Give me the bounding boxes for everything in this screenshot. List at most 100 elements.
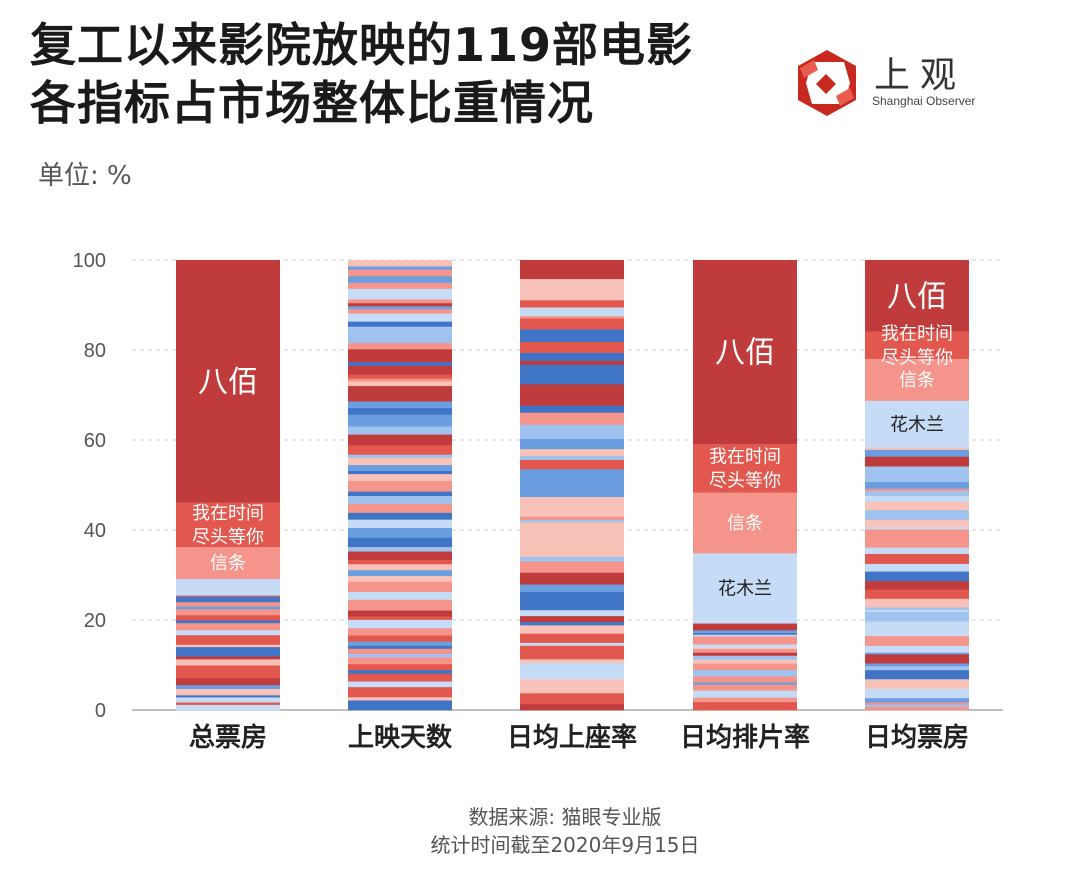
chart-title: 复工以来影院放映的119部电影 各指标占市场整体比重情况 — [30, 16, 693, 132]
bar-segment — [865, 571, 969, 582]
bar-segment — [176, 578, 280, 596]
bar-segment — [520, 455, 624, 460]
data-label: 花木兰 — [718, 579, 772, 600]
bar-segment — [865, 659, 969, 664]
x-tick-label: 日均票房 — [865, 723, 969, 753]
bar-segment — [348, 354, 452, 363]
bar-segment — [348, 365, 452, 375]
bar-segment — [520, 703, 624, 711]
bar-segment — [520, 678, 624, 694]
bar-segment — [865, 358, 969, 401]
bar-segment — [865, 400, 969, 448]
bar-segment — [520, 299, 624, 308]
data-label: 八佰 — [198, 365, 258, 400]
bar-segment — [348, 348, 452, 355]
bar-segment — [348, 342, 452, 350]
bar-segment — [520, 459, 624, 470]
bar-stack — [693, 260, 797, 711]
bar-segment — [520, 552, 624, 557]
bar-segment — [348, 641, 452, 646]
bar-segment — [176, 634, 280, 645]
bar-segment — [348, 378, 452, 382]
bar-segment — [865, 580, 969, 590]
bar-segment — [865, 495, 969, 502]
bar-segment — [865, 609, 969, 612]
y-tick-label: 80 — [84, 340, 106, 362]
bar-segment — [520, 424, 624, 440]
bar-segment — [348, 321, 452, 327]
bar-segment — [693, 647, 797, 650]
bar-segment — [520, 329, 624, 342]
bar-segment — [176, 260, 280, 503]
bar-segment — [865, 611, 969, 622]
bar-segment — [865, 704, 969, 707]
bar-segment — [348, 381, 452, 387]
bar-segment — [348, 332, 452, 344]
bar-segment — [176, 702, 280, 705]
bar-segment — [348, 326, 452, 333]
bar-segment — [693, 690, 797, 698]
bar-segment — [520, 642, 624, 646]
bar-segment — [176, 646, 280, 657]
bar-segment — [348, 696, 452, 701]
data-label: 我在时间 — [192, 503, 264, 524]
bar-segment — [520, 534, 624, 550]
bar-segment — [865, 519, 969, 528]
bar-segment — [176, 629, 280, 636]
bar-segment — [348, 546, 452, 552]
bar-segment — [348, 657, 452, 665]
bar-segment — [348, 391, 452, 402]
data-label: 尽头等你 — [709, 470, 781, 491]
bar-segment — [348, 407, 452, 412]
bar-segment — [348, 480, 452, 492]
bar-segment — [865, 652, 969, 655]
bar-segment — [865, 678, 969, 689]
data-label: 八佰 — [715, 336, 775, 371]
unit-label: 单位: % — [38, 161, 132, 191]
bar-segment — [693, 663, 797, 671]
title-line-2: 各指标占市场整体比重情况 — [30, 76, 594, 130]
bar-segment — [520, 374, 624, 381]
bar-segment — [865, 589, 969, 599]
logo-text-en: Shanghai Observer — [872, 94, 976, 108]
bar-segment — [865, 526, 969, 530]
bar-segment — [176, 608, 280, 616]
bar-segment — [865, 449, 969, 457]
bar-segment — [348, 434, 452, 446]
bar-segment — [348, 673, 452, 682]
bar-segment — [348, 464, 452, 472]
bar-segment — [865, 669, 969, 680]
bar-segment — [348, 410, 452, 415]
bar-segment — [865, 598, 969, 608]
bar-segment — [348, 663, 452, 671]
bar-segment — [865, 563, 969, 572]
bar-segment — [348, 645, 452, 649]
bar-segment — [865, 466, 969, 472]
bar-segment — [348, 581, 452, 592]
data-label: 八佰 — [887, 279, 947, 314]
bar-segment — [176, 658, 280, 666]
bar-segment — [348, 418, 452, 427]
bar-segment — [865, 607, 969, 610]
bar-segment — [693, 655, 797, 660]
bar-segment — [693, 682, 797, 685]
bar-segment — [348, 457, 452, 466]
bar-segment — [520, 658, 624, 664]
bar-segment — [348, 575, 452, 582]
bar-segment — [693, 652, 797, 656]
bar-segment — [693, 260, 797, 444]
bar-segment — [520, 556, 624, 562]
bar-segment — [348, 266, 452, 270]
bar-segment — [693, 634, 797, 637]
bar-segment — [176, 614, 280, 621]
y-tick-label: 20 — [84, 610, 106, 632]
bar-segment — [865, 447, 969, 450]
bar-segment — [520, 584, 624, 592]
data-label: 我在时间 — [709, 446, 781, 467]
x-tick-label: 日均上座率 — [507, 722, 637, 753]
bar-segment — [520, 561, 624, 573]
bar-segment — [520, 278, 624, 288]
bar-segment — [865, 553, 969, 564]
data-label: 信条 — [210, 553, 246, 574]
bar-segment — [176, 684, 280, 689]
